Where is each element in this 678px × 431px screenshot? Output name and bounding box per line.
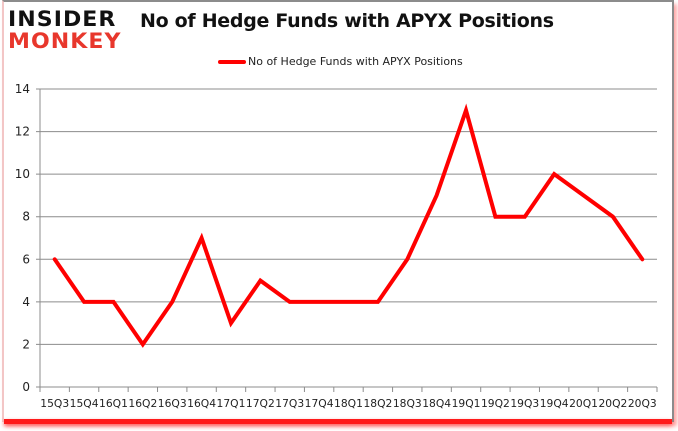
y-axis: 0 2 4 6 8 10 12 14 bbox=[15, 82, 41, 394]
series-line bbox=[52, 103, 645, 348]
chart-title: No of Hedge Funds with APYX Positions bbox=[140, 10, 554, 32]
logo-text-top: INSIDER bbox=[8, 7, 117, 31]
y-tick-label: 4 bbox=[22, 295, 30, 309]
x-tick-label: 17Q3 bbox=[275, 397, 304, 410]
x-tick-label: 16Q3 bbox=[158, 397, 187, 410]
x-tick-label: 15Q3 bbox=[40, 397, 69, 410]
bottom-accent-bar bbox=[4, 419, 672, 424]
x-tick-label: 19Q4 bbox=[540, 397, 569, 410]
y-tick-label: 10 bbox=[15, 167, 30, 181]
x-tick-label: 16Q4 bbox=[187, 397, 216, 410]
x-tick-label: 18Q1 bbox=[334, 397, 363, 410]
x-tick-label: 16Q1 bbox=[99, 397, 128, 410]
x-tick-label: 19Q2 bbox=[481, 397, 510, 410]
y-tick-label: 14 bbox=[15, 82, 30, 96]
x-tick-label: 20Q1 bbox=[569, 397, 598, 410]
x-tick-label: 19Q1 bbox=[452, 397, 481, 410]
x-axis: 15Q3 15Q4 16Q1 16Q2 16Q3 16Q4 17Q1 17Q2 17Q3 17Q4… bbox=[39, 387, 658, 410]
x-tick-label: 20Q3 bbox=[628, 397, 657, 410]
x-tick-label: 18Q2 bbox=[363, 397, 392, 410]
logo-text-bottom: MONKEY bbox=[8, 29, 122, 53]
y-tick-label: 12 bbox=[15, 125, 30, 139]
legend-line-icon bbox=[218, 59, 246, 64]
y-tick-label: 6 bbox=[22, 252, 30, 266]
gridlines bbox=[36, 88, 657, 388]
x-tick-label: 17Q2 bbox=[246, 397, 275, 410]
legend-label: No of Hedge Funds with APYX Positions bbox=[248, 55, 463, 68]
x-tick-label: 20Q2 bbox=[598, 397, 627, 410]
insider-monkey-logo: INSIDER MONKEY bbox=[8, 9, 128, 52]
x-tick-label: 15Q4 bbox=[70, 397, 99, 410]
x-tick-label: 18Q3 bbox=[393, 397, 422, 410]
y-tick-label: 0 bbox=[22, 380, 30, 394]
y-tick-label: 2 bbox=[22, 337, 30, 351]
chart-legend: No of Hedge Funds with APYX Positions bbox=[218, 55, 463, 68]
chart-frame bbox=[2, 0, 674, 422]
x-tick-label: 16Q2 bbox=[128, 397, 157, 410]
x-tick-label: 17Q1 bbox=[217, 397, 246, 410]
x-tick-label: 18Q4 bbox=[422, 397, 451, 410]
x-tick-label: 19Q3 bbox=[510, 397, 539, 410]
x-tick-label: 17Q4 bbox=[305, 397, 334, 410]
y-tick-label: 8 bbox=[22, 210, 30, 224]
